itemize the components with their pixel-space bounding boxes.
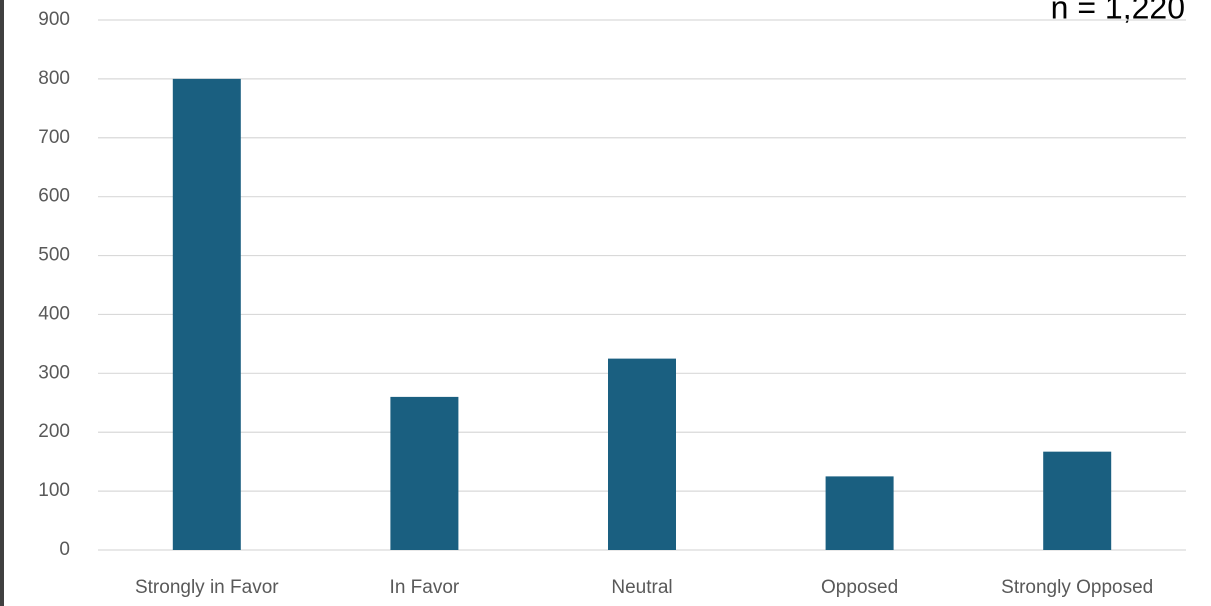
x-tick-label: In Favor [390,577,460,598]
x-tick-label: Strongly in Favor [135,577,279,598]
x-tick-label: Neutral [611,577,672,598]
x-tick-label: Strongly Opposed [1001,577,1153,598]
annotation: n = 1,220 [1051,0,1185,25]
y-tick-label: 600 [38,186,70,207]
bar [172,78,241,550]
y-tick-label: 500 [38,245,70,266]
x-tick-label: Opposed [821,577,898,598]
y-tick-label: 100 [38,480,70,501]
bar [825,476,894,550]
frame-edge [0,0,4,606]
y-tick-label: 200 [38,421,70,442]
bar [608,358,676,550]
y-tick-label: 800 [38,68,70,89]
bar [1043,451,1112,550]
y-tick-label: 300 [38,362,70,383]
y-tick-label: 0 [59,539,70,560]
y-tick-label: 700 [38,127,70,148]
y-tick-label: 900 [38,9,70,30]
y-tick-label: 400 [38,303,70,324]
bar [390,396,459,550]
